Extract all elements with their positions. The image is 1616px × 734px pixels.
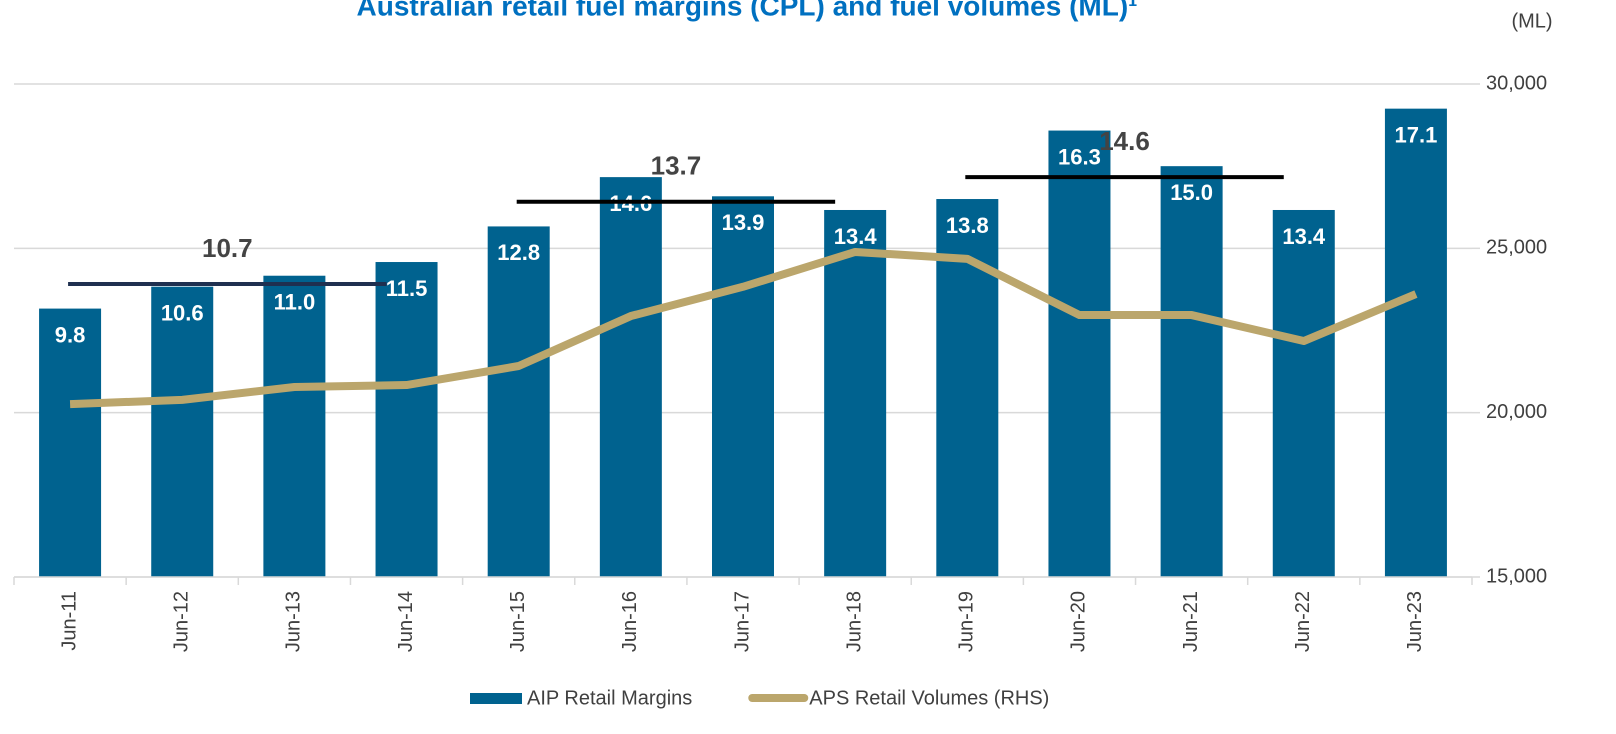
line: [69, 247, 1418, 409]
data-label: 13.4: [1282, 224, 1326, 249]
average-label: 14.6: [1099, 126, 1150, 156]
bar: [1160, 166, 1223, 577]
bar: [487, 226, 550, 577]
x-tick-label: Jun-22: [1292, 591, 1314, 652]
bar: [39, 308, 102, 577]
data-label: 17.1: [1395, 122, 1438, 147]
data-label: 15.0: [1170, 180, 1213, 205]
data-label: 9.8: [55, 322, 86, 347]
data-label: 13.8: [946, 213, 989, 238]
x-tick-label: Jun-14: [395, 591, 417, 652]
x-tick-label: Jun-20: [1068, 591, 1090, 652]
x-tick-label: Jun-11: [58, 591, 80, 651]
legend-label: APS Retail Volumes (RHS): [809, 687, 1049, 709]
data-label: 16.3: [1058, 144, 1101, 169]
y2-axis-label: (ML): [1511, 10, 1552, 32]
data-label: 12.8: [497, 240, 540, 265]
bar: [599, 177, 662, 577]
bar: [263, 275, 326, 577]
data-label: 11.5: [386, 276, 428, 301]
legend-swatch: [470, 693, 522, 704]
y2-tick-label: 20,000: [1486, 401, 1547, 423]
bar: [1384, 108, 1447, 578]
average-label: 13.7: [651, 151, 702, 181]
x-tick-label: Jun-15: [507, 591, 529, 652]
x-tick-label: Jun-18: [843, 591, 865, 652]
data-label: 11.0: [274, 290, 316, 315]
legend-label: AIP Retail Margins: [527, 687, 692, 709]
average-label: 10.7: [202, 233, 253, 263]
bar: [375, 262, 438, 577]
y2-tick-label: 25,000: [1486, 237, 1547, 259]
data-label: 10.6: [161, 300, 204, 325]
bar: [1272, 209, 1335, 577]
bar: [712, 196, 774, 578]
data-label: 13.9: [722, 210, 765, 235]
chart-title: Australian retail fuel margins (CPL) and…: [357, 0, 1138, 21]
x-tick-label: Jun-13: [283, 591, 305, 652]
y2-tick-label: 15,000: [1486, 565, 1547, 587]
y2-tick-label: 30,000: [1486, 72, 1547, 94]
x-tick-label: Jun-23: [1404, 591, 1426, 652]
bar: [824, 209, 887, 577]
x-tick-label: Jun-19: [956, 591, 978, 652]
x-tick-label: Jun-17: [731, 591, 753, 652]
data-label: 13.4: [834, 224, 878, 249]
bar: [1048, 130, 1111, 578]
x-tick-label: Jun-21: [1180, 591, 1202, 652]
x-tick-label: Jun-16: [619, 591, 641, 652]
x-tick-label: Jun-12: [171, 591, 193, 652]
bar: [151, 286, 214, 577]
